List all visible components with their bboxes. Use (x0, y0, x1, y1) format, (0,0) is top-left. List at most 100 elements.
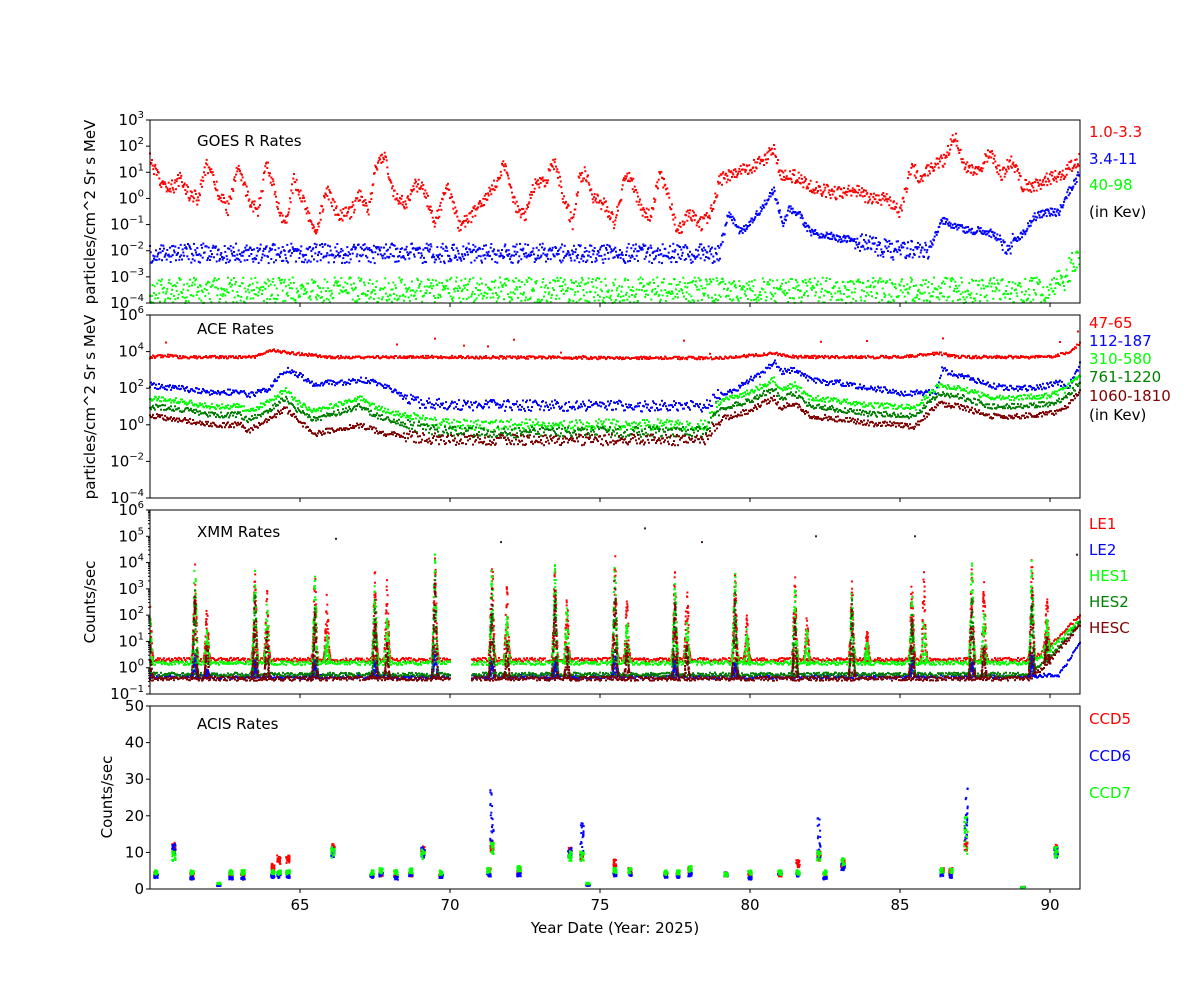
point-40-98 (266, 297, 269, 300)
point-3-4-11 (808, 226, 811, 229)
point-40-98 (166, 287, 169, 290)
point-40-98 (708, 283, 711, 286)
point-40-98 (520, 299, 523, 302)
point-47-65 (164, 354, 166, 357)
point-1-0-3-3 (808, 182, 811, 185)
point-40-98 (1005, 290, 1007, 292)
point-1-0-3-3 (559, 175, 561, 178)
point-3-4-11 (1061, 206, 1064, 209)
point-3-4-11 (699, 243, 701, 246)
point-1-0-3-3 (991, 150, 993, 153)
point-3-4-11 (293, 249, 296, 252)
point-3-4-11 (1040, 210, 1043, 213)
point-40-98 (641, 278, 644, 281)
point-1-0-3-3 (455, 209, 458, 212)
point-3-4-11 (464, 254, 467, 257)
point-40-98 (508, 296, 511, 299)
point-3-4-11 (436, 246, 439, 249)
point-1-0-3-3 (860, 191, 863, 194)
point-3-4-11 (886, 240, 889, 243)
point-3-4-11 (979, 230, 981, 233)
point-40-98 (587, 277, 590, 280)
point-3-4-11 (623, 259, 625, 262)
point-1-0-3-3 (699, 216, 702, 219)
point-3-4-11 (559, 246, 562, 249)
point-3-4-11 (854, 247, 857, 250)
point-3-4-11 (985, 230, 988, 233)
point-40-98 (959, 298, 961, 301)
point-40-98 (595, 279, 597, 282)
point-40-98 (688, 293, 691, 296)
point-1-0-3-3 (809, 190, 811, 193)
point-40-98 (265, 282, 267, 285)
point-3-4-11 (676, 244, 679, 247)
point-1-0-3-3 (471, 215, 474, 218)
point-40-98 (635, 293, 637, 296)
point-3-4-11 (909, 253, 911, 256)
point-47-65 (339, 357, 341, 360)
point-3-4-11 (235, 257, 238, 260)
point-1-0-3-3 (673, 223, 676, 226)
point-40-98 (453, 288, 455, 291)
point-1-0-3-3 (440, 208, 443, 211)
point-3-4-11 (771, 188, 773, 191)
point-40-98 (1067, 280, 1070, 282)
point-40-98 (619, 295, 622, 298)
point-1-0-3-3 (671, 213, 674, 216)
point-1-0-3-3 (507, 174, 509, 177)
point-40-98 (634, 296, 637, 298)
point-1-0-3-3 (409, 199, 411, 202)
point-3-4-11 (273, 261, 275, 264)
point-3-4-11 (195, 253, 198, 256)
point-3-4-11 (185, 246, 187, 249)
point-1-0-3-3 (556, 168, 559, 171)
point-3-4-11 (348, 261, 351, 264)
point-40-98 (247, 285, 250, 287)
point-40-98 (996, 279, 999, 282)
point-40-98 (1057, 283, 1060, 285)
point-3-4-11 (406, 251, 409, 254)
point-3-4-11 (1014, 239, 1017, 242)
point-1-0-3-3 (539, 182, 542, 184)
point-1-0-3-3 (427, 207, 430, 210)
point-40-98 (645, 289, 648, 292)
point-3-4-11 (755, 212, 757, 215)
point-1-0-3-3 (777, 159, 779, 161)
point-40-98 (1003, 292, 1006, 295)
point-40-98 (885, 281, 887, 284)
point-40-98 (443, 288, 446, 291)
point-40-98 (560, 290, 563, 292)
point-3-4-11 (1074, 183, 1077, 185)
point-3-4-11 (414, 247, 417, 250)
point-3-4-11 (947, 222, 949, 225)
point-40-98 (1063, 289, 1066, 292)
point-40-98 (329, 301, 331, 304)
point-3-4-11 (697, 253, 700, 256)
point-1-0-3-3 (821, 194, 823, 197)
point-1-0-3-3 (737, 170, 740, 173)
point-40-98 (215, 279, 218, 282)
point-40-98 (757, 296, 759, 299)
point-40-98 (381, 296, 384, 299)
point-1-0-3-3 (571, 217, 573, 220)
point-1-0-3-3 (756, 161, 759, 164)
point-40-98 (955, 290, 958, 293)
point-1-0-3-3 (183, 183, 185, 186)
point-40-98 (154, 297, 157, 300)
point-3-4-11 (696, 255, 699, 258)
point-3-4-11 (887, 245, 890, 248)
point-3-4-11 (781, 220, 783, 223)
point-1-0-3-3 (155, 173, 158, 176)
point-3-4-11 (182, 251, 185, 254)
point-1-0-3-3 (875, 194, 877, 197)
point-40-98 (519, 286, 521, 288)
point-1-0-3-3 (393, 189, 396, 192)
point-40-98 (348, 277, 351, 280)
point-3-4-11 (459, 257, 462, 260)
point-3-4-11 (763, 206, 765, 209)
point-1-0-3-3 (933, 169, 935, 172)
point-3-4-11 (649, 254, 651, 257)
point-1-0-3-3 (530, 191, 533, 193)
point-1-0-3-3 (519, 216, 522, 219)
point-1-0-3-3 (244, 183, 247, 186)
